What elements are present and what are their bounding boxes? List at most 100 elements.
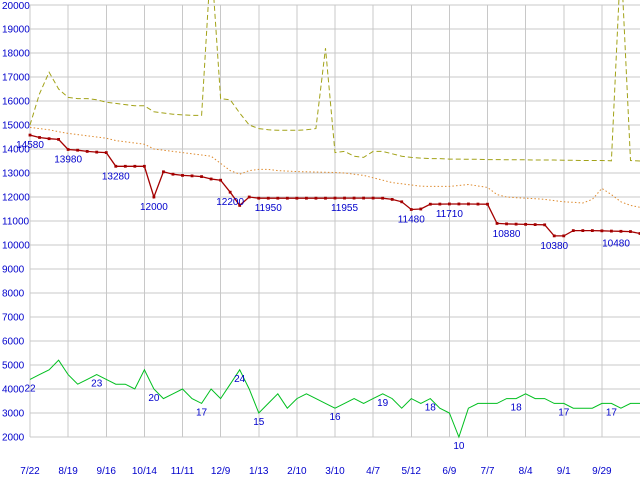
lowest-price-marker bbox=[190, 174, 194, 178]
lowest-price-marker bbox=[381, 196, 385, 200]
y-tick-label: 16000 bbox=[2, 97, 30, 108]
lowest-price-marker bbox=[47, 137, 51, 141]
count-label: 17 bbox=[606, 407, 618, 418]
lowest-price-marker bbox=[162, 170, 165, 174]
lowest-price-marker bbox=[428, 202, 432, 206]
x-tick-label: 7/7 bbox=[481, 466, 495, 477]
lowest-price-marker bbox=[142, 164, 146, 168]
x-tick-label: 2/10 bbox=[287, 466, 307, 477]
lowest-price-marker bbox=[38, 136, 41, 139]
highest-price-line bbox=[29, 0, 640, 162]
lowest-price-marker bbox=[467, 202, 470, 206]
lowest-price-marker bbox=[438, 202, 442, 206]
lowest-price-marker bbox=[610, 229, 613, 233]
listing-count-line bbox=[29, 359, 640, 439]
price-point-label: 11710 bbox=[436, 209, 464, 220]
x-tick-label: 10/14 bbox=[132, 466, 157, 477]
lowest-price-marker bbox=[95, 150, 99, 154]
y-tick-label: 17000 bbox=[2, 73, 30, 84]
lowest-price-marker bbox=[314, 196, 318, 200]
x-tick-label: 11/11 bbox=[171, 466, 195, 477]
lowest-price-marker bbox=[133, 164, 137, 168]
x-tick-label: 1/13 bbox=[249, 466, 269, 477]
lowest-price-marker bbox=[305, 196, 308, 200]
count-label: 18 bbox=[425, 403, 437, 414]
y-tick-label: 7000 bbox=[2, 313, 25, 324]
lowest-price-marker bbox=[495, 222, 499, 225]
x-tick-label: 9/16 bbox=[97, 466, 117, 477]
y-tick-label: 9000 bbox=[2, 265, 25, 276]
price-point-label: 10880 bbox=[493, 229, 521, 240]
y-tick-label: 14000 bbox=[2, 145, 30, 156]
count-label: 22 bbox=[24, 383, 36, 394]
y-tick-label: 20000 bbox=[2, 1, 30, 12]
lowest-price-marker bbox=[209, 177, 213, 181]
y-tick-label: 10000 bbox=[2, 241, 30, 252]
lowest-price-marker bbox=[486, 202, 489, 206]
lowest-price-marker bbox=[219, 178, 223, 182]
lowest-price-marker bbox=[524, 222, 528, 226]
x-tick-label: 8/19 bbox=[58, 466, 78, 477]
x-tick-label: 8/4 bbox=[519, 466, 533, 477]
lowest-price-marker bbox=[543, 223, 547, 227]
price-point-label: 10380 bbox=[540, 241, 568, 252]
lowest-price-marker bbox=[57, 138, 60, 141]
lowest-price-marker bbox=[76, 148, 80, 152]
y-tick-label: 4000 bbox=[2, 385, 25, 396]
lowest-price-marker bbox=[333, 196, 337, 200]
x-tick-label: 9/29 bbox=[592, 466, 612, 477]
lowest-price-marker bbox=[409, 208, 413, 211]
count-label: 17 bbox=[196, 407, 208, 418]
lowest-price-marker bbox=[619, 229, 623, 233]
count-label: 23 bbox=[91, 379, 103, 390]
lowest-price-marker bbox=[276, 196, 280, 200]
lowest-price-marker bbox=[533, 223, 537, 226]
x-tick-label: 9/1 bbox=[557, 466, 571, 477]
x-tick-label: 12/9 bbox=[211, 466, 231, 477]
lowest-price-marker bbox=[104, 151, 108, 154]
lowest-price-marker bbox=[400, 200, 404, 204]
average-price-line bbox=[29, 126, 640, 208]
count-label: 18 bbox=[511, 403, 523, 414]
price-point-label: 11950 bbox=[255, 203, 283, 214]
lowest-price-marker bbox=[171, 172, 175, 176]
lowest-price-marker bbox=[228, 190, 232, 194]
lowest-price-marker bbox=[562, 234, 566, 238]
y-tick-label: 11000 bbox=[2, 217, 30, 228]
count-label: 16 bbox=[329, 412, 341, 423]
lowest-price-marker bbox=[66, 148, 70, 151]
lowest-price-marker bbox=[581, 229, 585, 232]
lowest-price-marker bbox=[419, 207, 423, 211]
lowest-price-marker bbox=[181, 174, 184, 177]
lowest-price-marker bbox=[352, 196, 356, 200]
lowest-price-marker bbox=[324, 196, 327, 200]
price-point-label: 12000 bbox=[140, 202, 168, 213]
count-label: 20 bbox=[148, 393, 160, 404]
price-point-label: 13280 bbox=[102, 171, 130, 182]
lowest-price-marker bbox=[114, 164, 118, 168]
lowest-price-marker bbox=[590, 229, 594, 232]
lowest-price-marker bbox=[514, 222, 518, 226]
lowest-price-marker bbox=[505, 222, 508, 226]
lowest-price-marker bbox=[285, 196, 289, 200]
y-tick-label: 15000 bbox=[2, 121, 30, 132]
y-tick-label: 8000 bbox=[2, 289, 25, 300]
lowest-price-marker bbox=[123, 164, 127, 168]
y-tick-label: 13000 bbox=[2, 169, 30, 180]
count-label: 17 bbox=[558, 407, 570, 418]
lowest-price-marker bbox=[295, 196, 299, 200]
lowest-price-marker bbox=[247, 195, 251, 199]
count-label: 19 bbox=[377, 398, 389, 409]
lowest-price-marker bbox=[629, 230, 632, 233]
count-label: 10 bbox=[453, 441, 465, 452]
y-tick-label: 5000 bbox=[2, 361, 25, 372]
lowest-price-marker bbox=[447, 202, 451, 206]
lowest-price-marker bbox=[476, 202, 480, 206]
price-point-label: 11955 bbox=[331, 203, 359, 214]
count-label: 15 bbox=[253, 417, 265, 428]
lowest-price-marker bbox=[85, 150, 89, 153]
price-point-label: 11480 bbox=[398, 214, 426, 225]
lowest-price-marker bbox=[362, 196, 365, 200]
